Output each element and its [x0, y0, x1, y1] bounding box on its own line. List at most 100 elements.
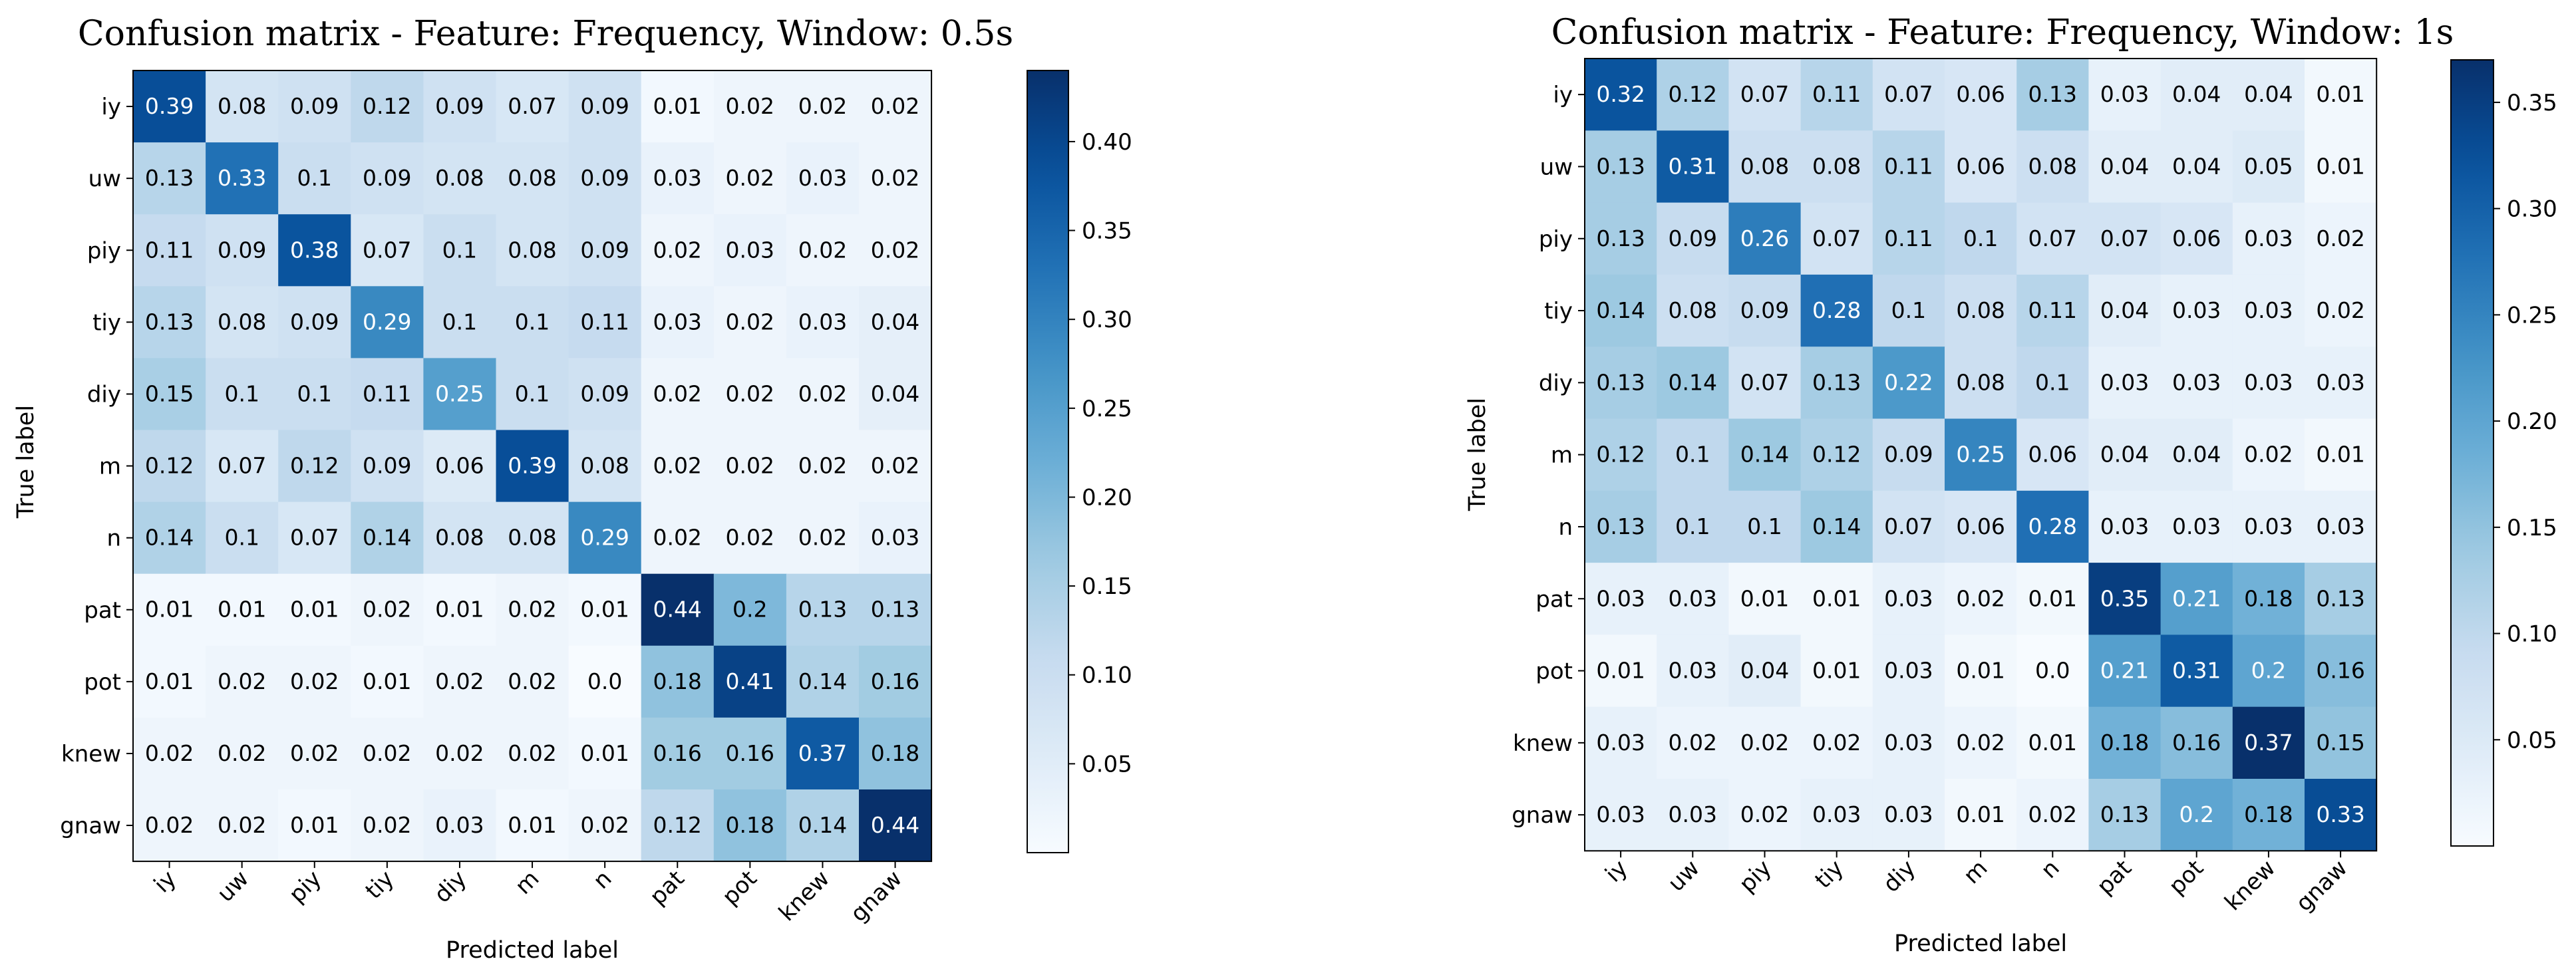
cell-value-label: 0.07: [1884, 513, 1933, 539]
colorbar-tick-label: 0.05: [1082, 751, 1132, 777]
heatmap-cell: [423, 430, 497, 503]
cell-value-label: 0.08: [435, 525, 484, 551]
cell-value-label: 0.15: [2316, 730, 2364, 756]
cell-value-label: 0.03: [2244, 225, 2293, 251]
cell-value-label: 0.02: [508, 597, 556, 623]
cell-value-label: 0.44: [871, 812, 919, 838]
heatmap-cell: [423, 501, 497, 575]
heatmap-cell: [1657, 634, 1729, 708]
confusion-matrix-panel-1: Confusion matrix - Feature: Frequency, W…: [13, 14, 1132, 964]
cell-value-label: 0.01: [2028, 585, 2077, 611]
cell-value-label: 0.11: [363, 380, 411, 406]
heatmap-cell: [713, 501, 787, 575]
cell-value-label: 0.08: [508, 165, 556, 191]
heatmap-cell: [786, 286, 860, 358]
y-tick-label: m: [1551, 442, 1573, 469]
cell-value-label: 0.01: [580, 740, 629, 766]
cell-value-label: 0.02: [1956, 730, 2005, 756]
cell-value-label: 0.01: [435, 597, 484, 623]
cell-value-label: 0.08: [1956, 369, 2005, 395]
heatmap-cell: [641, 645, 715, 718]
cell-value-label: 0.09: [580, 380, 629, 406]
cell-value-label: 0.09: [1740, 297, 1789, 323]
y-tick-label: tiy: [92, 309, 121, 336]
heatmap-cell: [2305, 706, 2377, 779]
heatmap-cell: [351, 573, 424, 646]
x-tick-label: iy: [149, 865, 182, 898]
cell-value-label: 0.01: [653, 93, 701, 119]
heatmap-cell: [278, 501, 351, 575]
cell-value-label: 0.02: [290, 668, 339, 694]
cell-value-label: 0.02: [726, 309, 774, 335]
cell-value-label: 0.01: [1740, 585, 1789, 611]
heatmap-cell: [133, 70, 206, 143]
heatmap-cell: [2088, 706, 2162, 779]
cell-value-label: 0.21: [2172, 585, 2221, 611]
heatmap-cell: [2088, 59, 2162, 131]
heatmap-cell: [496, 286, 569, 358]
heatmap-cell: [2232, 274, 2305, 347]
cell-value-label: 0.04: [2100, 442, 2149, 468]
cell-value-label: 0.03: [2100, 369, 2149, 395]
y-tick-label: uw: [88, 166, 121, 192]
chart-title: Confusion matrix - Feature: Frequency, W…: [1551, 13, 2454, 53]
x-tick-label: diy: [1878, 855, 1921, 897]
heatmap-cell: [2088, 563, 2162, 635]
cell-value-label: 0.1: [515, 309, 550, 335]
colorbar-tick-label: 0.15: [2507, 515, 2557, 541]
heatmap-cell: [1800, 490, 1873, 563]
heatmap-cell: [2016, 202, 2089, 275]
heatmap-cell: [1657, 59, 1729, 131]
cell-value-label: 0.01: [218, 597, 266, 623]
heatmap-cell: [859, 789, 932, 862]
heatmap-cell: [351, 358, 424, 431]
heatmap-cell: [1585, 706, 1657, 779]
cell-value-label: 0.08: [508, 237, 556, 263]
cell-value-label: 0.08: [1740, 154, 1789, 180]
heatmap-cell: [206, 142, 279, 215]
cell-value-label: 0.04: [1740, 658, 1789, 684]
cell-value-label: 0.1: [1675, 513, 1710, 539]
x-axis-label: Predicted label: [1894, 930, 2067, 957]
colorbar-tick-label: 0.10: [1082, 662, 1132, 689]
heatmap-cell: [859, 717, 932, 790]
heatmap-cell: [133, 501, 206, 575]
chart-title: Confusion matrix - Feature: Frequency, W…: [78, 14, 1013, 54]
heatmap-cell: [1657, 347, 1729, 420]
heatmap-cell: [1728, 274, 1802, 347]
x-tick-label: piy: [284, 865, 327, 908]
y-tick-label: pot: [1535, 658, 1573, 685]
heatmap-cell: [1657, 490, 1729, 563]
cell-value-label: 0.09: [1884, 442, 1933, 468]
heatmap-cell: [568, 430, 642, 503]
cell-value-label: 0.02: [871, 165, 919, 191]
cell-value-label: 0.03: [653, 309, 701, 335]
heatmap-cell: [568, 573, 642, 646]
heatmap-cell: [2232, 706, 2305, 779]
cell-value-label: 0.1: [515, 380, 550, 406]
x-tick-label: pot: [717, 865, 762, 910]
cell-value-label: 0.13: [1596, 225, 1645, 251]
cell-value-label: 0.06: [2028, 442, 2077, 468]
cell-value-label: 0.02: [2244, 442, 2293, 468]
heatmap-cell: [2305, 347, 2377, 420]
heatmap-cell: [786, 358, 860, 431]
heatmap-cell: [2016, 634, 2089, 708]
heatmap-cell: [1657, 706, 1729, 779]
y-tick-label: knew: [1513, 730, 1573, 757]
heatmap-cell: [1872, 706, 1945, 779]
cell-value-label: 0.05: [2244, 154, 2293, 180]
colorbar-tick-label: 0.15: [1082, 573, 1132, 600]
cell-value-label: 0.04: [2172, 81, 2221, 107]
heatmap-cell: [2305, 563, 2377, 635]
heatmap-cell: [1872, 634, 1945, 708]
x-axis-label: Predicted label: [446, 937, 619, 964]
heatmap-cell: [2305, 274, 2377, 347]
colorbar-tick-label: 0.05: [2507, 727, 2557, 754]
cell-value-label: 0.16: [653, 740, 701, 766]
cell-value-label: 0.01: [2316, 81, 2364, 107]
heatmap-cell: [2305, 202, 2377, 275]
heatmap-cell: [713, 214, 787, 287]
cell-value-label: 0.03: [1812, 801, 1861, 827]
cell-value-label: 0.02: [726, 380, 774, 406]
